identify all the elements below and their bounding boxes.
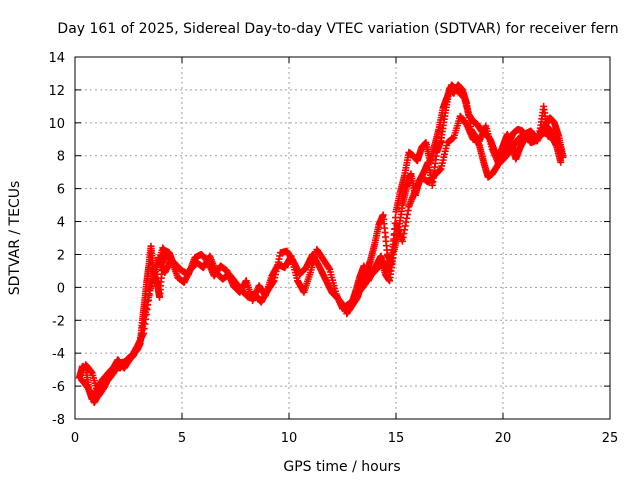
x-tick-label: 10 xyxy=(281,431,298,446)
y-tick-label: 14 xyxy=(48,51,65,66)
x-axis-label: GPS time / hours xyxy=(283,459,400,475)
y-tick-label: 4 xyxy=(57,216,65,231)
grid xyxy=(75,57,610,419)
data-marks xyxy=(76,81,567,406)
x-tick-label: 15 xyxy=(388,431,405,446)
sdtvar-chart: Day 161 of 2025, Sidereal Day-to-day VTE… xyxy=(0,0,640,480)
y-tick-label: -8 xyxy=(52,413,65,428)
x-tick-label: 0 xyxy=(71,431,79,446)
y-tick-label: 8 xyxy=(57,150,65,165)
y-tick-label: -2 xyxy=(52,314,65,329)
x-tick-label: 25 xyxy=(602,431,619,446)
plot-frame xyxy=(75,57,610,419)
y-tick-label: 0 xyxy=(57,281,65,296)
y-tick-label: -6 xyxy=(52,380,65,395)
y-tick-label: 2 xyxy=(57,248,65,263)
y-tick-label: -4 xyxy=(52,347,65,362)
axis-ticks: 0 5 10 15 20 25 -8 -6 -4 -2 0 2 4 6 8 10 12 14 xyxy=(48,51,618,446)
x-tick-label: 20 xyxy=(495,431,512,446)
y-axis-label: SDTVAR / TECUs xyxy=(7,181,23,296)
chart-title: Day 161 of 2025, Sidereal Day-to-day VTE… xyxy=(57,21,618,37)
y-tick-label: 10 xyxy=(48,117,65,132)
y-tick-label: 12 xyxy=(48,84,65,99)
x-tick-label: 5 xyxy=(178,431,186,446)
y-tick-label: 6 xyxy=(57,183,65,198)
